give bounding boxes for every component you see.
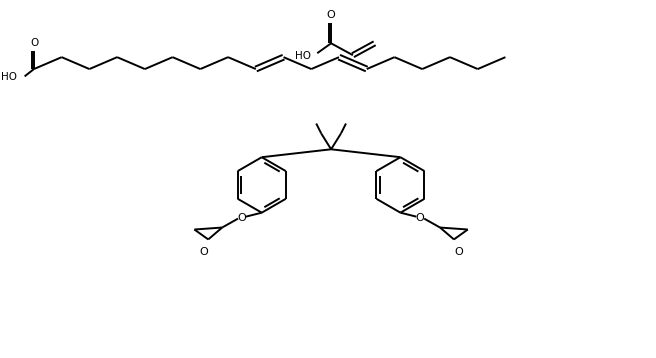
Text: O: O	[199, 247, 208, 257]
Text: HO: HO	[1, 72, 16, 82]
Text: O: O	[455, 247, 463, 257]
Text: O: O	[416, 213, 424, 223]
Text: O: O	[237, 213, 246, 223]
Text: HO: HO	[295, 51, 312, 61]
Text: O: O	[31, 38, 39, 48]
Text: O: O	[327, 10, 335, 20]
